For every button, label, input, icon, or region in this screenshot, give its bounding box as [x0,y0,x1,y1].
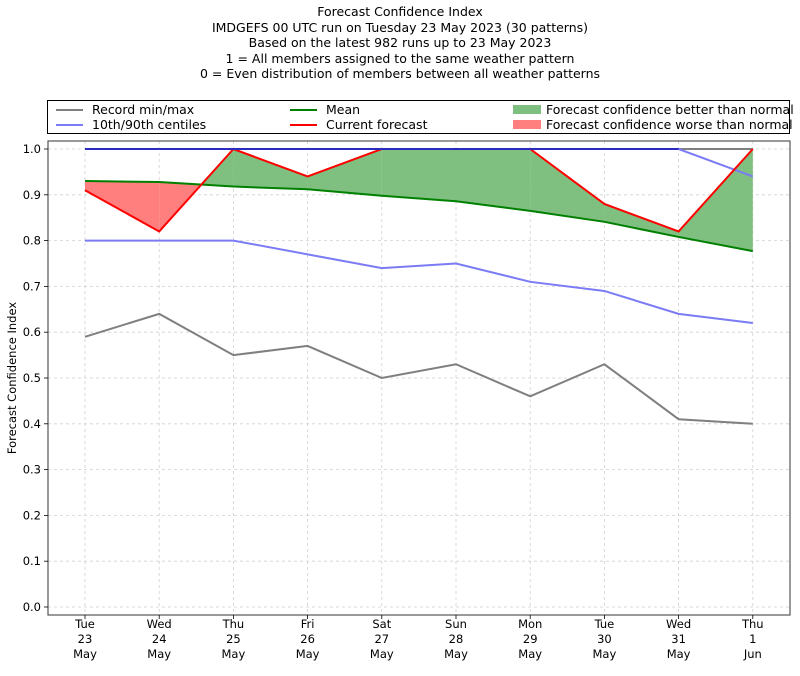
x-tick-label: 28 [449,632,464,646]
chart-title: Forecast Confidence Index IMDGEFS 00 UTC… [0,4,800,82]
y-tick-label: 0.8 [23,234,41,248]
x-tick-label: Thu [222,617,245,631]
x-tick-label: May [222,647,246,661]
x-tick-label: 26 [300,632,315,646]
x-tick-label: May [147,647,171,661]
legend-item-better: Forecast confidence better than normal [513,102,794,117]
y-tick-label: 0.0 [23,600,41,614]
grid [48,141,790,615]
series-line-record-min [84,312,753,425]
x-tick-label: May [73,647,97,661]
x-tick-label: Sun [445,617,467,631]
legend-item-centiles: 10th/90th centiles [56,117,206,132]
series-lines [84,147,754,425]
x-tick-label: Tue [74,617,95,631]
legend-patch-worse [513,120,541,129]
y-tick-label: 1.0 [23,142,41,156]
x-tick-label: 25 [226,632,241,646]
legend-patch-better [513,105,541,114]
x-tick-label: Sat [372,617,391,631]
y-tick-label: 0.9 [23,188,41,202]
x-tick-label: 29 [523,632,538,646]
legend-label-current: Current forecast [326,117,428,132]
fill-better-than-normal [307,149,382,196]
title-line-5: 0 = Even distribution of members between… [199,66,601,81]
fill-better-than-normal [233,149,308,190]
y-tick-label: 0.6 [23,325,41,339]
fill-better-than-normal [604,203,679,237]
x-tick-label: 1 [749,632,756,646]
y-axis: 0.0 0.1 0.2 0.3 0.4 0.5 0.6 0.7 0.8 0.9 1.0 [23,142,48,614]
x-tick-label: Tue [594,617,615,631]
legend-item-worse: Forecast confidence worse than normal [513,117,793,132]
legend-label-better: Forecast confidence better than normal [546,102,794,117]
y-tick-label: 0.4 [23,417,41,431]
x-tick-label: Thu [741,617,764,631]
x-tick-label: Wed [147,617,172,631]
x-tick-label: Wed [666,617,691,631]
fill-better-than-normal [381,149,456,202]
fill-better-than-normal [456,149,531,211]
y-tick-label: 0.7 [23,279,41,293]
x-tick-label: 30 [597,632,612,646]
y-tick-label: 0.2 [23,508,41,522]
x-tick-label: 24 [152,632,167,646]
x-tick-label: May [370,647,394,661]
legend-item-current: Current forecast [290,117,427,132]
legend-line-current [290,123,317,126]
fill-better-than-normal [678,149,753,252]
legend-label-mean: Mean [326,102,361,117]
y-tick-label: 0.3 [23,463,41,477]
x-axis: Tue23MayWed24MayThu25MayFri26MaySat27May… [73,615,764,661]
legend: Record min/max 10th/90th centiles Mean C… [47,100,794,134]
x-tick-label: May [593,647,617,661]
legend-item-record: Record min/max [56,102,194,117]
title-line-1: Forecast Confidence Index [317,4,483,19]
x-tick-label: 27 [374,632,389,646]
title-line-3: Based on the latest 982 runs up to 23 Ma… [248,35,552,50]
x-tick-label: May [296,647,320,661]
legend-label-worse: Forecast confidence worse than normal [546,117,793,132]
y-axis-label: Forecast Confidence Index [5,302,19,454]
x-tick-label: May [667,647,691,661]
x-tick-label: Jun [743,647,762,661]
title-line-4: 1 = All members assigned to the same wea… [225,50,575,66]
series-line-mean [84,180,753,253]
x-tick-label: May [444,647,468,661]
series-line-10th-centile [85,239,753,325]
x-tick-label: May [518,647,542,661]
x-tick-label: Fri [301,617,315,631]
title-line-2: IMDGEFS 00 UTC run on Tuesday 23 May 202… [211,19,589,35]
x-tick-label: 23 [78,632,93,646]
legend-label-record: Record min/max [92,102,195,117]
fill-better-than-normal [530,149,605,222]
y-tick-label: 0.5 [23,371,41,385]
x-tick-label: 31 [671,632,686,646]
x-tick-label: Mon [518,617,542,631]
legend-line-mean [290,108,317,111]
fill-worse-than-normal [85,181,160,232]
legend-line-centiles [56,123,83,126]
legend-line-record [56,108,83,111]
legend-label-centiles: 10th/90th centiles [92,117,207,132]
confidence-fills [85,149,753,252]
y-tick-label: 0.1 [23,554,41,568]
legend-item-mean: Mean [290,102,360,117]
